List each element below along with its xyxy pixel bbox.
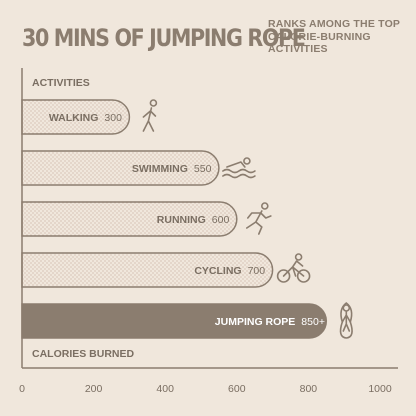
chart-title: 30 MINS OF JUMPING ROPE bbox=[22, 24, 306, 52]
x-tick-label: 200 bbox=[85, 383, 103, 395]
swimming-icon bbox=[222, 157, 256, 179]
bar-category-label: JUMPING ROPE bbox=[215, 316, 296, 328]
x-tick-label: 400 bbox=[156, 383, 174, 395]
bar-category-label: SWIMMING bbox=[132, 163, 188, 175]
bar-walking bbox=[21, 99, 131, 135]
bar-value-label: 700 bbox=[248, 265, 266, 277]
bar-cycling bbox=[21, 252, 274, 288]
walking-icon bbox=[142, 99, 158, 132]
bar-running bbox=[21, 201, 238, 237]
bar-category-label: CYCLING bbox=[194, 265, 241, 277]
x-tick-label: 800 bbox=[300, 383, 318, 395]
x-axis-label: CALORIES BURNED bbox=[32, 348, 135, 360]
bar-swimming bbox=[21, 150, 220, 186]
bar-category-label: WALKING bbox=[49, 112, 99, 124]
running-icon bbox=[245, 202, 272, 235]
x-tick-label: 1000 bbox=[368, 383, 392, 395]
jump-rope-icon bbox=[339, 302, 353, 339]
y-axis-label: ACTIVITIES bbox=[32, 77, 90, 89]
cycling-icon bbox=[276, 253, 311, 283]
bar-value-label: 300 bbox=[104, 112, 122, 124]
chart-subtitle: RANKS AMONG THE TOP CALORIE-BURNING ACTI… bbox=[268, 18, 400, 55]
bar-category-label: RUNNING bbox=[157, 214, 206, 226]
bar-jumping-rope bbox=[21, 303, 328, 339]
bar-value-label: 850+ bbox=[301, 316, 325, 328]
x-tick-label: 600 bbox=[228, 383, 246, 395]
bar-value-label: 550 bbox=[194, 163, 212, 175]
x-tick-label: 0 bbox=[19, 383, 25, 395]
bar-value-label: 600 bbox=[212, 214, 230, 226]
